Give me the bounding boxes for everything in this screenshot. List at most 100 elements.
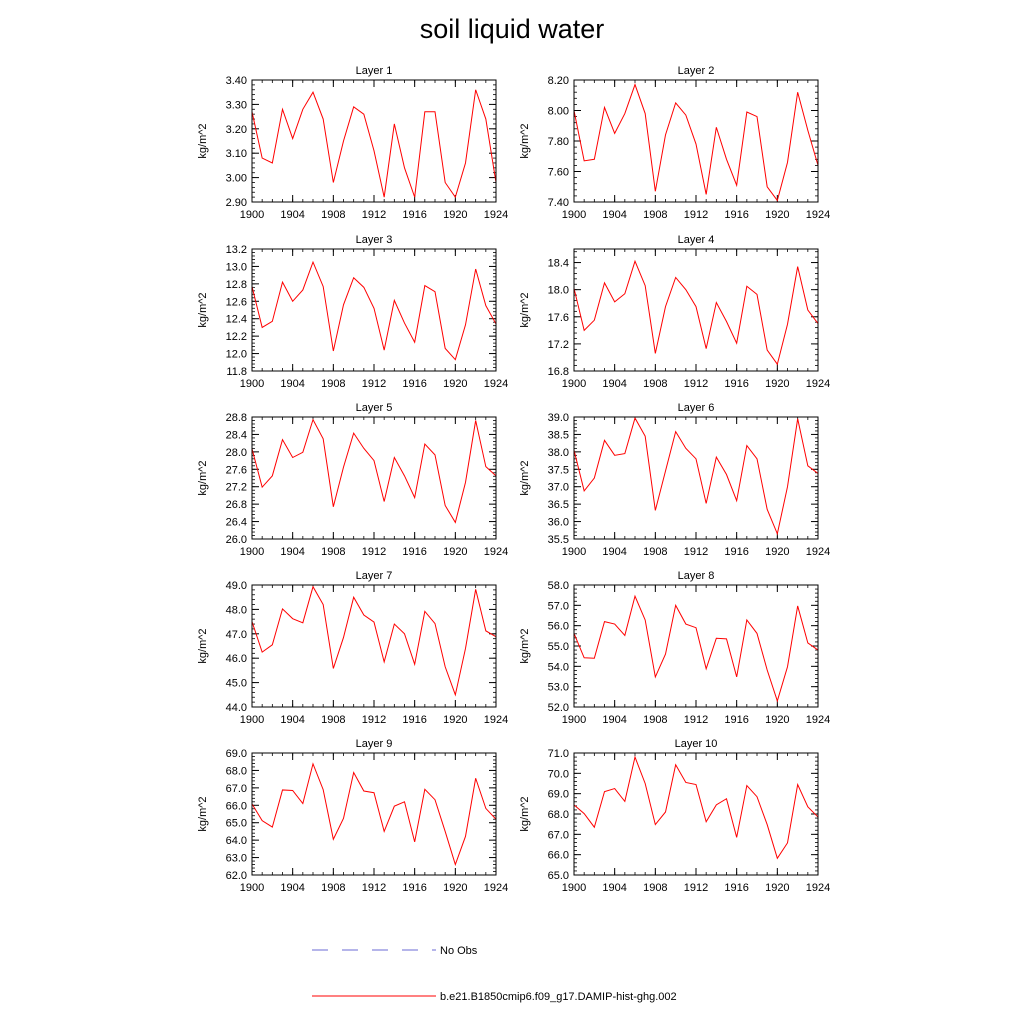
y-tick-label: 8.00: [548, 106, 569, 118]
x-tick-label: 1900: [240, 546, 264, 558]
x-tick-label: 1912: [362, 378, 386, 390]
x-tick-label: 1920: [443, 209, 467, 221]
y-tick-label: 62.0: [226, 870, 247, 882]
panel-title: Layer 9: [356, 738, 393, 750]
panel-layer-2: Layer 2 kg/m^2 1900 1904 1908 1912 1916 1920 192…: [519, 65, 830, 221]
x-tick-label: 1920: [443, 378, 467, 390]
x-tick-label: 1904: [280, 546, 304, 558]
chart-title: soil liquid water: [419, 14, 605, 44]
y-tick-label: 66.0: [548, 850, 569, 862]
x-tick-label: 1916: [402, 209, 426, 221]
y-tick-label: 35.5: [548, 534, 569, 546]
y-tick-label: 13.0: [226, 261, 247, 273]
x-tick-label: 1900: [562, 546, 586, 558]
y-tick-label: 12.6: [226, 296, 247, 308]
series-line: [573, 83, 819, 202]
y-tick-label: 45.0: [226, 678, 247, 690]
x-tick-label: 1904: [602, 546, 626, 558]
panel-layer-4: Layer 4 kg/m^2 1900 1904 1908 1912 1916 1920 192…: [519, 234, 830, 390]
x-tick-label: 1916: [724, 209, 748, 221]
y-tick-label: 7.80: [548, 136, 569, 148]
y-tick-label: 3.30: [226, 99, 247, 111]
y-tick-label: 11.8: [226, 366, 247, 378]
y-tick-label: 46.0: [226, 653, 247, 665]
series-line: [251, 585, 497, 697]
x-tick-label: 1920: [443, 714, 467, 726]
y-tick-label: 71.0: [548, 748, 569, 760]
x-tick-label: 1916: [724, 546, 748, 558]
x-tick-label: 1900: [562, 378, 586, 390]
y-tick-label: 2.90: [226, 197, 247, 209]
x-tick-label: 1908: [643, 882, 667, 894]
y-tick-label: 70.0: [548, 768, 569, 780]
y-tick-label: 12.4: [226, 314, 247, 326]
series-line: [573, 594, 819, 703]
series-line: [573, 416, 819, 536]
y-axis-label: kg/m^2: [197, 628, 209, 663]
x-tick-label: 1908: [321, 546, 345, 558]
x-tick-label: 1908: [321, 714, 345, 726]
y-tick-label: 36.0: [548, 517, 569, 529]
x-tick-label: 1916: [402, 714, 426, 726]
x-tick-label: 1924: [806, 209, 830, 221]
y-tick-label: 47.0: [226, 629, 247, 641]
x-tick-label: 1912: [684, 882, 708, 894]
y-axis-label: kg/m^2: [519, 628, 531, 663]
y-tick-label: 3.10: [226, 148, 247, 160]
panel-layer-5: Layer 5 kg/m^2 1900 1904 1908 1912 1916 1920 192…: [197, 402, 508, 558]
y-axis-label: kg/m^2: [519, 460, 531, 495]
x-tick-label: 1924: [484, 882, 508, 894]
x-tick-label: 1916: [402, 882, 426, 894]
y-tick-label: 16.8: [548, 366, 569, 378]
y-tick-label: 48.0: [226, 604, 247, 616]
y-tick-label: 44.0: [226, 702, 247, 714]
x-tick-label: 1900: [240, 714, 264, 726]
x-tick-label: 1908: [643, 546, 667, 558]
y-tick-label: 38.0: [548, 447, 569, 459]
plot-frame: [251, 416, 497, 540]
x-tick-label: 1916: [402, 378, 426, 390]
y-tick-label: 38.5: [548, 429, 569, 441]
y-tick-label: 12.0: [226, 349, 247, 361]
x-tick-label: 1908: [643, 378, 667, 390]
series-line: [573, 259, 819, 366]
y-tick-label: 7.40: [548, 197, 569, 209]
x-tick-label: 1900: [562, 714, 586, 726]
x-tick-label: 1924: [484, 209, 508, 221]
panel-title: Layer 2: [678, 65, 715, 77]
y-tick-label: 49.0: [226, 580, 247, 592]
x-tick-label: 1912: [684, 209, 708, 221]
x-tick-label: 1912: [684, 378, 708, 390]
y-tick-label: 39.0: [548, 412, 569, 424]
y-axis-label: kg/m^2: [519, 123, 531, 158]
y-axis-label: kg/m^2: [197, 796, 209, 831]
y-tick-label: 3.00: [226, 173, 247, 185]
y-tick-label: 65.0: [226, 818, 247, 830]
x-tick-label: 1904: [280, 378, 304, 390]
y-tick-label: 53.0: [548, 682, 569, 694]
x-tick-label: 1916: [402, 546, 426, 558]
y-tick-label: 17.2: [548, 339, 569, 351]
series-line: [573, 755, 819, 860]
x-tick-label: 1924: [806, 378, 830, 390]
x-tick-label: 1904: [280, 209, 304, 221]
x-tick-label: 1908: [321, 378, 345, 390]
x-tick-label: 1916: [724, 882, 748, 894]
y-tick-label: 63.0: [226, 853, 247, 865]
series-line: [251, 260, 497, 361]
x-tick-label: 1904: [280, 882, 304, 894]
y-tick-label: 26.0: [226, 534, 247, 546]
x-tick-label: 1908: [643, 714, 667, 726]
panel-title: Layer 8: [678, 570, 715, 582]
panel-title: Layer 10: [675, 738, 718, 750]
y-tick-label: 55.0: [548, 641, 569, 653]
y-tick-label: 58.0: [548, 580, 569, 592]
panel-title: Layer 6: [678, 402, 715, 414]
x-tick-label: 1920: [765, 882, 789, 894]
x-tick-label: 1920: [765, 546, 789, 558]
x-tick-label: 1904: [602, 882, 626, 894]
plot-frame: [251, 79, 497, 203]
panel-title: Layer 5: [356, 402, 393, 414]
x-tick-label: 1900: [240, 209, 264, 221]
y-tick-label: 57.0: [548, 600, 569, 612]
